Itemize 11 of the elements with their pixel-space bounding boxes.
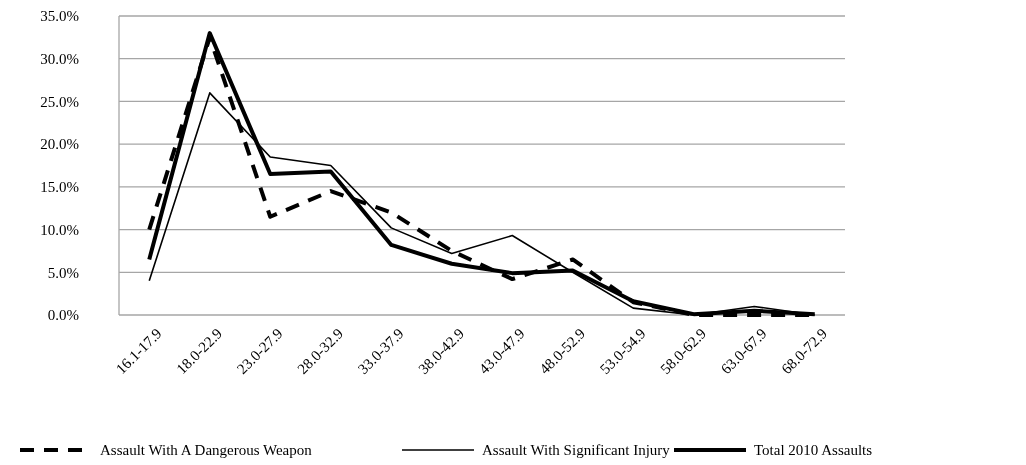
y-tick-label: 35.0% — [40, 8, 79, 25]
y-tick-label: 5.0% — [47, 264, 79, 281]
y-tick-label: 15.0% — [40, 179, 79, 196]
legend-label: Assault With Significant Injury — [482, 442, 671, 458]
y-tick-label: 30.0% — [40, 50, 79, 67]
legend-label: Assault With A Dangerous Weapon — [100, 442, 313, 458]
legend-label: Total 2010 Assaults — [754, 442, 873, 458]
y-tick-label: 0.0% — [47, 307, 79, 324]
y-tick-label: 20.0% — [40, 136, 79, 153]
y-tick-label: 10.0% — [40, 221, 79, 238]
y-tick-label: 25.0% — [40, 93, 79, 110]
